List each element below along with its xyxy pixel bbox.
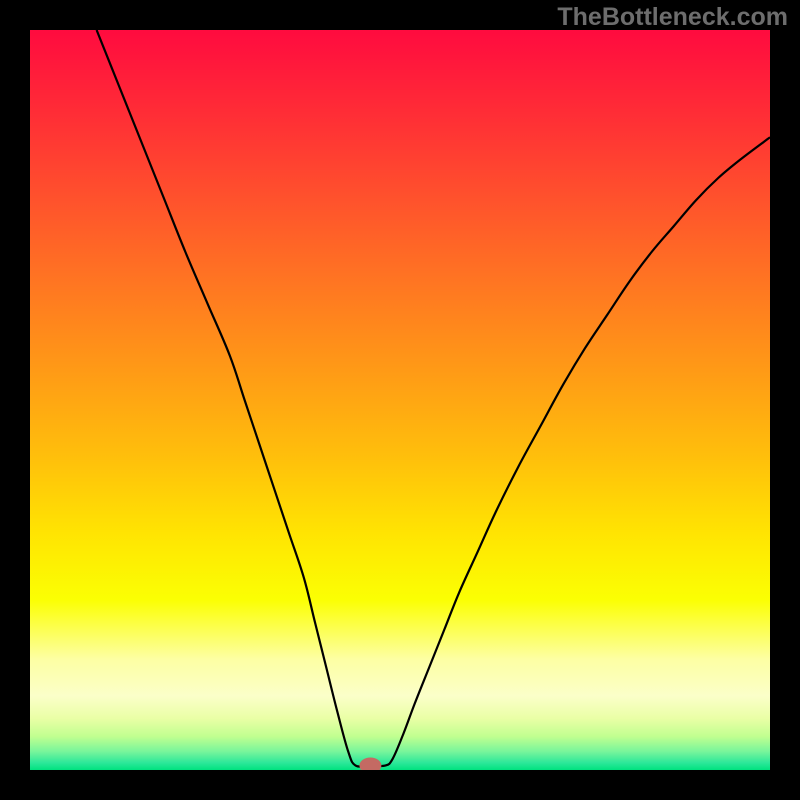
chart-svg <box>30 30 770 770</box>
watermark-text: TheBottleneck.com <box>557 3 788 32</box>
plot-area <box>30 30 770 770</box>
